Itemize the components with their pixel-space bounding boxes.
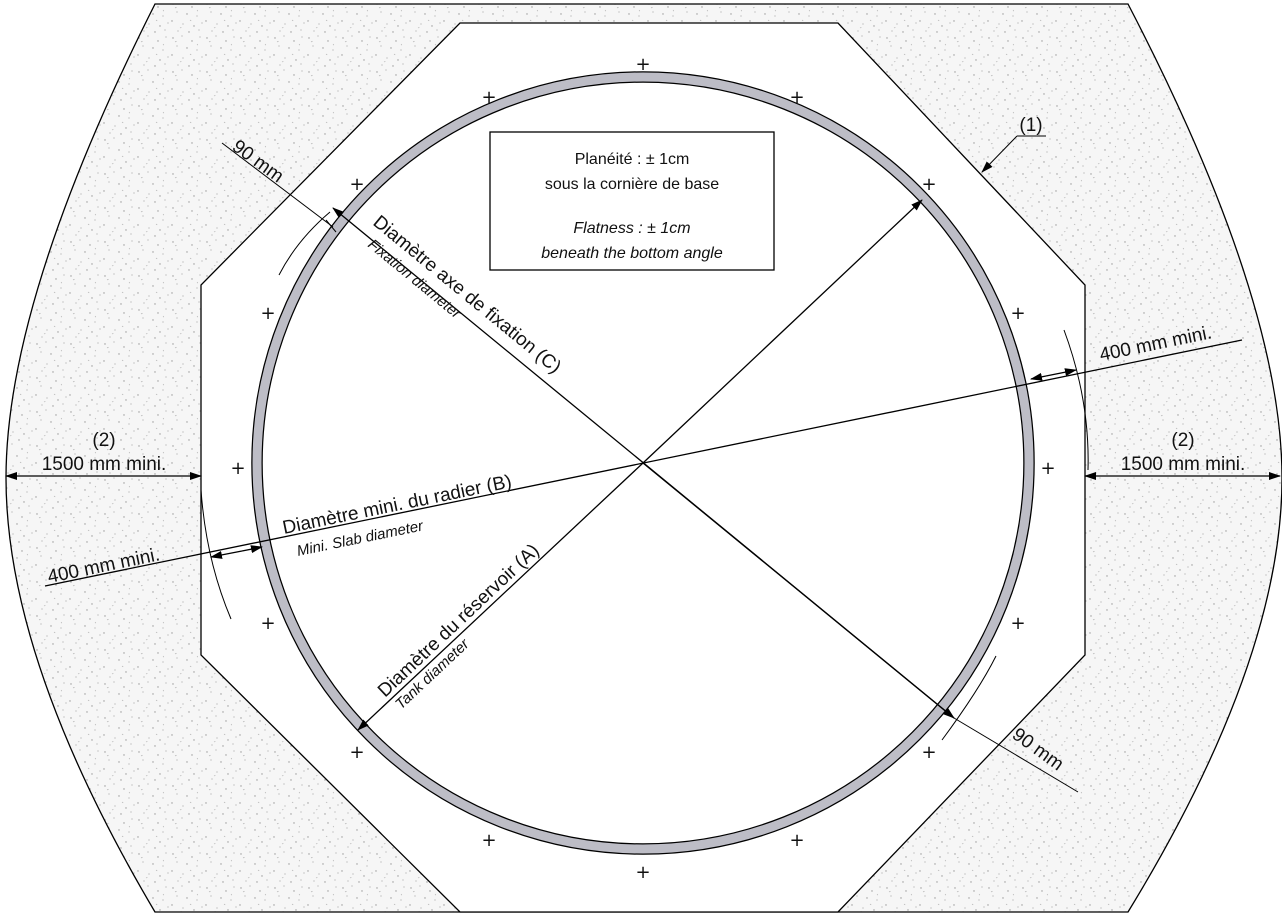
tank-diameter-line (642, 199, 923, 464)
margin-dim-arrow-right-b (1045, 368, 1077, 377)
flatness-note-box (489, 131, 775, 271)
anchor-marker: + (635, 862, 650, 883)
anchor-marker: + (1040, 458, 1055, 479)
slab-ref-leader (981, 135, 1018, 173)
anchor-marker: + (921, 742, 936, 763)
anchor-marker: + (789, 87, 804, 108)
fixation-circle-arc-bottom-right (941, 655, 997, 741)
fixation-circle-arc-top-left (278, 211, 331, 276)
slab-edge-arc-left (200, 489, 232, 620)
octagonal-slab (200, 22, 1086, 913)
ground-ref-right: (2) (1171, 430, 1194, 451)
margin-dim-arrow-right-a (1030, 372, 1047, 381)
flatness-note-en-line1: Flatness : ± 1cm (573, 220, 690, 237)
clearance-dim-line-top-left (221, 142, 334, 228)
anchor-marker: + (921, 174, 936, 195)
anchor-markers: + + + + + + + + + + + + + + + + (230, 54, 1055, 883)
tank-wall-fill (252, 72, 1034, 854)
anchor-marker: + (1010, 613, 1025, 634)
anchor-marker: + (230, 458, 245, 479)
anchor-marker: + (349, 742, 364, 763)
anchor-marker: + (260, 303, 275, 324)
flatness-note-en-line2: beneath the bottom angle (541, 245, 723, 262)
slab-diameter-line (44, 339, 1243, 587)
slab-edge-arc-right (1063, 329, 1089, 471)
margin-dim-arrow-left-a (210, 550, 243, 559)
anchor-marker: + (260, 613, 275, 634)
flatness-note-fr-line1: Planéité : ± 1cm (575, 151, 690, 168)
anchor-marker: + (481, 87, 496, 108)
ground-dim-left: 1500 mm mini. (42, 454, 167, 475)
clearance-tick-top-left (325, 219, 337, 233)
anchor-marker: + (789, 830, 804, 851)
anchor-marker: + (481, 830, 496, 851)
slab-ref-label: (1) (1019, 115, 1042, 136)
fixation-diameter-line-end (642, 462, 955, 719)
anchor-marker: + (635, 54, 650, 75)
anchor-marker: + (349, 174, 364, 195)
ground-ref-left: (2) (92, 430, 115, 451)
flatness-note-fr-line2: sous la cornière de base (545, 176, 719, 193)
ground-dim-right: 1500 mm mini. (1121, 454, 1246, 475)
anchor-marker: + (1010, 303, 1025, 324)
tank-diameter-line-end (357, 462, 644, 731)
margin-dim-arrow-left-b (241, 545, 263, 554)
fixation-diameter-extension (953, 717, 1079, 793)
